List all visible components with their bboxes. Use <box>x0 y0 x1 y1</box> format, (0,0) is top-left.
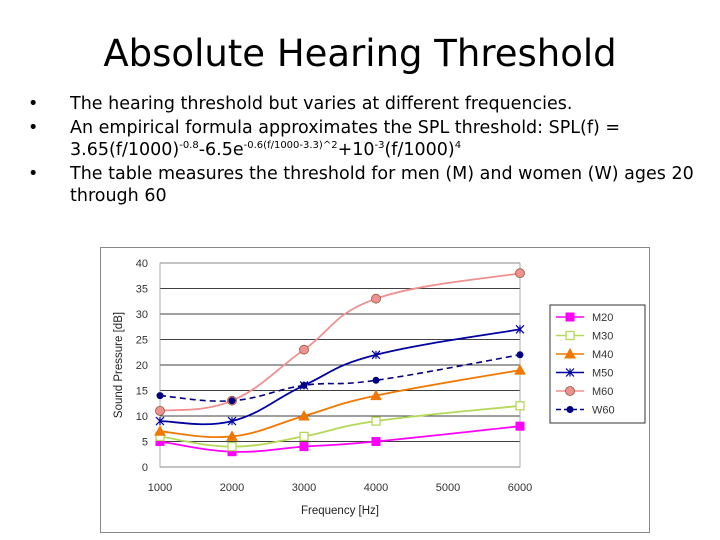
bullet-list: • The hearing threshold but varies at di… <box>28 93 698 209</box>
legend-item: M30 <box>556 331 613 343</box>
legend-marker <box>564 347 576 359</box>
formula-part: 3.65(f/1000) <box>70 140 180 160</box>
y-tick-label: 15 <box>136 386 148 398</box>
legend-marker <box>565 386 575 396</box>
bullet-text: An empirical formula approximates the SP… <box>70 118 621 138</box>
formula-exponent: -0.6(f/1000-3.3)^2 <box>243 140 338 151</box>
data-point <box>371 293 381 304</box>
bullet-item: • An empirical formula approximates the … <box>28 117 698 161</box>
series-m20 <box>155 421 525 457</box>
formula-part: +10 <box>337 140 375 160</box>
data-point <box>372 376 380 384</box>
x-tick-label: 2000 <box>220 482 244 494</box>
data-point <box>370 389 382 401</box>
formula-exponent: -0.8 <box>179 140 199 151</box>
legend-label: W60 <box>592 405 615 417</box>
legend-label: M60 <box>592 386 613 398</box>
bullet-glyph: • <box>28 164 39 184</box>
legend-item: W60 <box>556 405 615 417</box>
series-m30 <box>155 401 525 452</box>
bullet-text: The hearing threshold but varies at diff… <box>70 94 573 114</box>
formula-exponent: -3 <box>374 140 385 151</box>
y-tick-label: 30 <box>136 309 148 321</box>
legend-label: M40 <box>592 349 613 361</box>
series-m50 <box>155 324 525 426</box>
data-point <box>516 351 524 359</box>
axis-layer: 0 5 10 15 20 25 30 35 40 1000 2000 3000 4000 5000 6000… <box>113 258 532 517</box>
series-line <box>159 404 521 448</box>
data-point <box>155 416 165 426</box>
legend-marker <box>565 368 575 377</box>
x-tick-label: 4000 <box>364 482 388 494</box>
data-point <box>298 409 310 421</box>
bullet-item: • The table measures the threshold for m… <box>28 163 698 207</box>
bullet-glyph: • <box>28 118 39 138</box>
y-tick-label: 20 <box>136 360 148 372</box>
legend-label: M20 <box>592 312 613 324</box>
data-point <box>371 416 381 426</box>
line-chart: 0 5 10 15 20 25 30 35 40 1000 2000 3000 4000 5000 6000… <box>113 258 646 517</box>
data-point <box>514 364 526 375</box>
legend-label: M50 <box>592 368 613 380</box>
legend-item: M40 <box>556 347 613 361</box>
legend-item: M50 <box>556 368 613 380</box>
series-layer <box>154 268 526 457</box>
y-axis-title: Sound Pressure [dB] <box>113 312 125 418</box>
legend-marker <box>565 330 575 341</box>
data-point <box>299 344 309 355</box>
data-point <box>515 401 525 411</box>
series-line <box>159 425 521 453</box>
slide-title: Absolute Hearing Threshold <box>103 32 617 75</box>
bullet-item: • The hearing threshold but varies at di… <box>28 93 698 115</box>
legend-marker <box>565 312 575 322</box>
series-m40 <box>154 364 526 441</box>
data-point <box>299 431 309 442</box>
data-point <box>155 405 165 416</box>
legend-layer: M20 M30 M40 M50 M60 W60 <box>549 304 646 424</box>
data-point <box>228 397 236 405</box>
x-axis-title: Frequency [Hz] <box>301 505 379 517</box>
data-point <box>515 268 525 279</box>
formula-part: -6.5e <box>198 140 244 160</box>
legend-box <box>549 304 646 424</box>
series-line <box>159 369 521 439</box>
x-tick-label: 3000 <box>292 482 316 494</box>
y-tick-label: 10 <box>136 411 148 423</box>
data-point <box>227 441 237 452</box>
data-point <box>154 425 166 436</box>
data-point <box>371 437 381 446</box>
series-w60 <box>156 351 524 405</box>
x-tick-label: 6000 <box>508 482 532 494</box>
y-tick-label: 40 <box>136 258 148 270</box>
data-point <box>515 421 525 431</box>
data-point <box>515 324 525 334</box>
y-tick-label: 5 <box>142 437 148 449</box>
data-point <box>226 430 238 441</box>
bullet-text: The table measures the threshold for men… <box>70 164 694 206</box>
y-tick-label: 35 <box>136 284 148 296</box>
series-line <box>159 354 521 402</box>
data-point <box>227 416 237 426</box>
legend-item: M20 <box>556 312 613 324</box>
x-tick-label: 5000 <box>436 482 460 494</box>
formula: 3.65(f/1000)-0.8-6.5e-0.6(f/1000-3.3)^2+… <box>70 140 461 160</box>
data-point <box>156 392 164 400</box>
y-tick-label: 25 <box>136 335 148 347</box>
legend-label: M30 <box>592 331 613 343</box>
formula-exponent: 4 <box>454 140 462 151</box>
legend-item: M60 <box>556 386 613 398</box>
formula-part: (f/1000) <box>384 140 455 160</box>
series-line <box>159 328 521 426</box>
data-point <box>299 442 309 452</box>
series-line <box>159 272 521 412</box>
bullet-glyph: • <box>28 94 39 114</box>
x-tick-label: 1000 <box>148 482 172 494</box>
y-tick-label: 0 <box>142 462 148 474</box>
data-point <box>300 381 308 389</box>
series-m60 <box>155 268 525 416</box>
legend-marker <box>566 406 574 413</box>
data-point <box>371 350 381 360</box>
